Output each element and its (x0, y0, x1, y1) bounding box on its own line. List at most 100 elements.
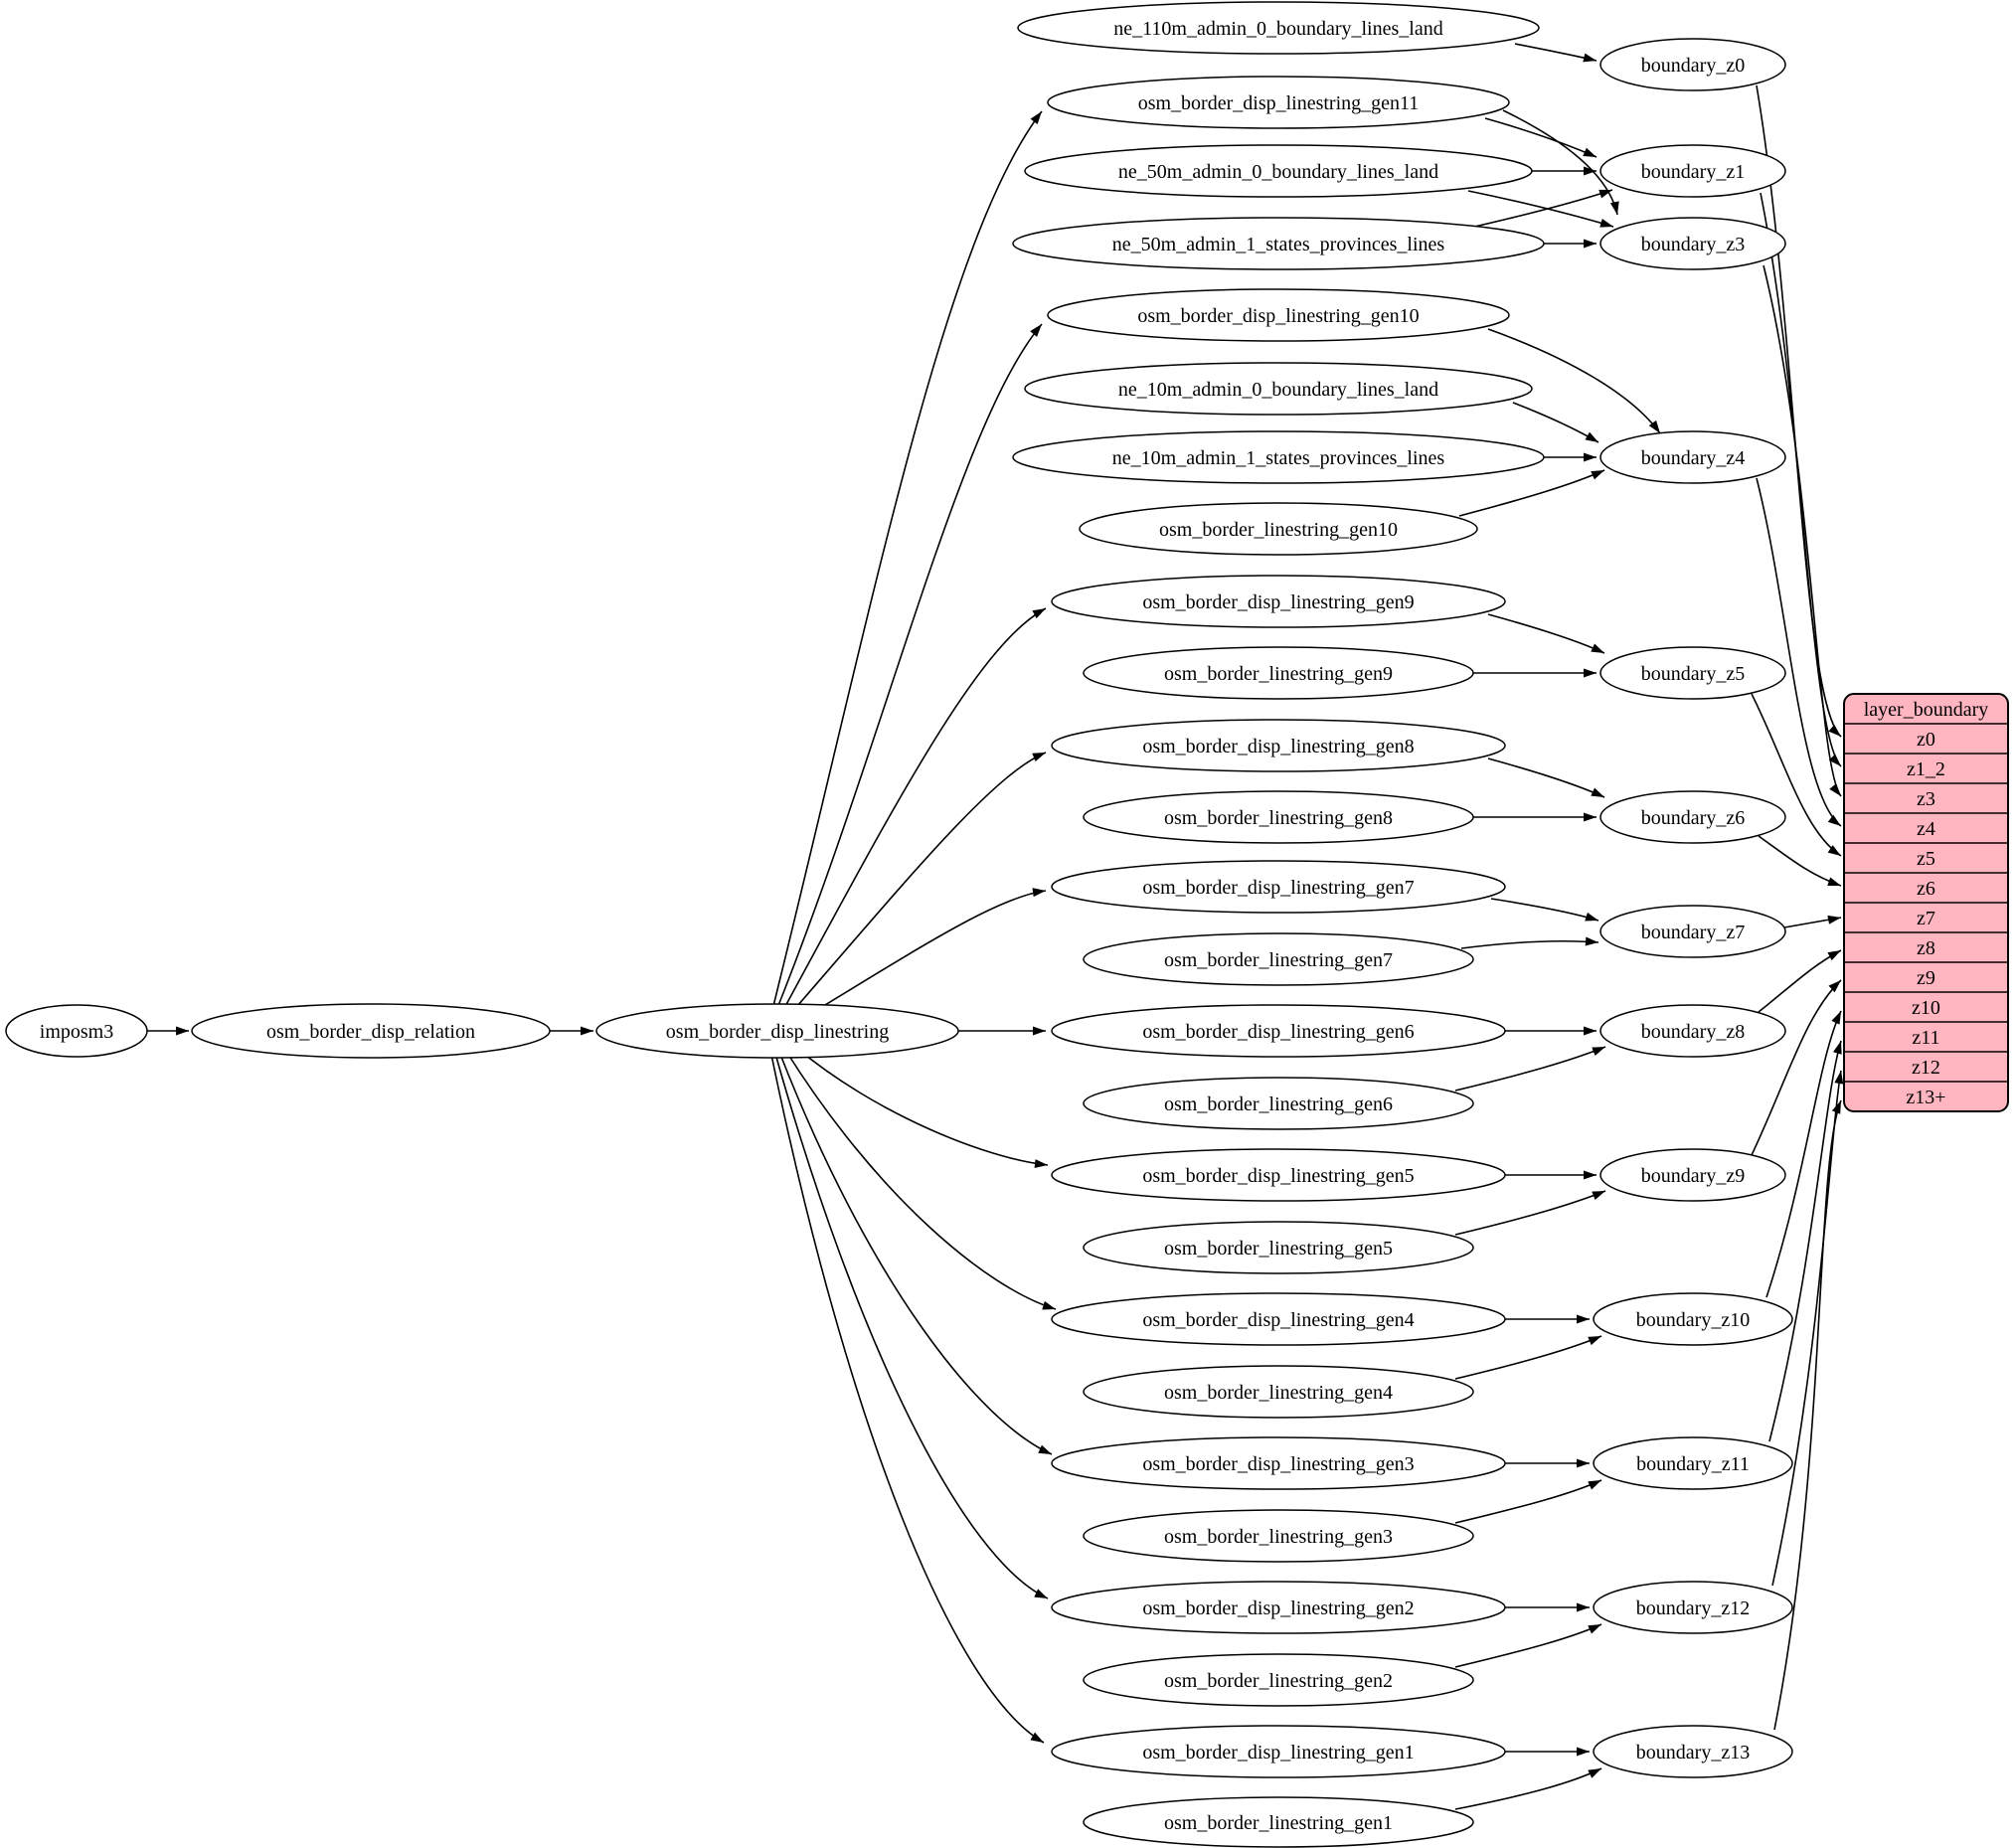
edge-osm_border_disp_linestring_gen5--boundary_z9 (1505, 1170, 1596, 1180)
node-label: osm_border_disp_linestring (666, 1021, 889, 1043)
edge-osm_border_disp_linestring--osm_border_disp_linestring_gen4 (784, 1049, 1057, 1310)
node-label: boundary_z12 (1636, 1597, 1750, 1619)
edge-osm_border_disp_linestring--osm_border_disp_linestring_gen11 (772, 110, 1043, 1007)
node-boundary_z6: boundary_z6 (1599, 790, 1786, 844)
edge-line (794, 1046, 1049, 1166)
node-osm_border_disp_linestring_gen8: osm_border_disp_linestring_gen8 (1051, 719, 1506, 772)
node-ellipse (1024, 362, 1533, 416)
arrowhead-icon (1591, 787, 1604, 797)
node-ne_10m_admin_0_boundary_lines_land: ne_10m_admin_0_boundary_lines_land (1024, 362, 1533, 416)
edge-line (1454, 1767, 1602, 1810)
node-osm_border_linestring_gen9: osm_border_linestring_gen9 (1083, 646, 1474, 700)
edge-boundary_z6--layer_boundary-z6 (1758, 835, 1842, 887)
node-ellipse (1599, 790, 1786, 844)
arrowhead-icon (1583, 53, 1596, 63)
node-osm_border_disp_linestring_gen2: osm_border_disp_linestring_gen2 (1051, 1581, 1506, 1634)
edge-ne_50m_admin_0_boundary_lines_land--boundary_z3 (1467, 190, 1614, 228)
edge-line (1768, 1040, 1842, 1442)
edge-line (1773, 1099, 1842, 1731)
arrowhead-icon (1831, 1100, 1841, 1114)
node-ellipse (1051, 1148, 1506, 1202)
arrowhead-icon (1577, 1747, 1590, 1757)
edge-osm_border_disp_linestring_gen8--boundary_z6 (1487, 757, 1605, 798)
node-ellipse (1083, 1796, 1474, 1848)
edge-ne_50m_admin_1_states_provinces_lines--boundary_z1 (1469, 189, 1613, 229)
edge-line (1760, 192, 1842, 767)
node-ellipse (1599, 144, 1786, 198)
node-label: boundary_z10 (1636, 1309, 1750, 1331)
edge-line (778, 1051, 1053, 1455)
edge-osm_border_linestring_gen3--boundary_z11 (1454, 1479, 1602, 1524)
edge-boundary_z8--layer_boundary-z8 (1758, 949, 1842, 1013)
node-ne_50m_admin_1_states_provinces_lines: ne_50m_admin_1_states_provinces_lines (1012, 217, 1545, 270)
node-ellipse (1017, 1, 1540, 55)
edge-line (790, 752, 1047, 1014)
arrowhead-icon (1032, 608, 1046, 619)
node-boundary_z8: boundary_z8 (1599, 1004, 1786, 1058)
node-ellipse (1599, 217, 1786, 270)
edge-boundary_z13--layer_boundary-z13+ (1773, 1099, 1842, 1731)
node-boundary_z12: boundary_z12 (1593, 1581, 1793, 1634)
edge-line (1487, 328, 1661, 434)
arrowhead-icon (1584, 239, 1596, 249)
edge-osm_border_disp_linestring--osm_border_disp_linestring_gen10 (776, 323, 1043, 1009)
edge-line (1469, 189, 1613, 229)
node-ellipse (1599, 1004, 1786, 1058)
node-ellipse (1079, 502, 1478, 556)
arrowhead-icon (1577, 1314, 1590, 1324)
edge-osm_border_disp_linestring--osm_border_disp_linestring_gen2 (774, 1053, 1049, 1599)
table-row-z7: z7 (1917, 908, 1935, 929)
node-ellipse (1599, 646, 1786, 700)
edge-osm_border_disp_linestring--osm_border_disp_linestring_gen8 (790, 752, 1047, 1014)
node-osm_border_disp_linestring_gen4: osm_border_disp_linestring_gen4 (1051, 1292, 1506, 1346)
node-label: osm_border_disp_linestring_gen9 (1142, 591, 1414, 613)
edge-osm_border_linestring_gen7--boundary_z7 (1460, 936, 1599, 949)
node-osm_border_linestring_gen4: osm_border_linestring_gen4 (1083, 1365, 1474, 1419)
table-row-z11: z11 (1912, 1027, 1939, 1049)
node-ellipse (1051, 1436, 1506, 1490)
arrowhead-icon (1588, 1624, 1601, 1634)
arrowhead-icon (1042, 1300, 1056, 1310)
node-osm_border_linestring_gen7: osm_border_linestring_gen7 (1083, 932, 1474, 986)
node-osm_border_linestring_gen1: osm_border_linestring_gen1 (1083, 1796, 1474, 1848)
node-label: osm_border_disp_linestring_gen10 (1137, 305, 1419, 327)
arrowhead-icon (1588, 1768, 1601, 1778)
edge-osm_border_disp_linestring--osm_border_disp_linestring_gen3 (778, 1051, 1053, 1455)
arrowhead-icon (1591, 643, 1604, 653)
node-ellipse (191, 1003, 551, 1059)
node-osm_border_disp_linestring_gen11: osm_border_disp_linestring_gen11 (1047, 76, 1510, 129)
node-ellipse (1083, 646, 1474, 700)
edge-boundary_z9--layer_boundary-z9 (1751, 979, 1842, 1156)
edge-osm_border_linestring_gen6--boundary_z8 (1454, 1046, 1606, 1092)
node-osm_border_disp_linestring_gen5: osm_border_disp_linestring_gen5 (1051, 1148, 1506, 1202)
edge-osm_border_linestring_gen9--boundary_z5 (1473, 668, 1596, 678)
node-ellipse (1083, 1365, 1474, 1419)
node-ellipse (5, 1004, 148, 1058)
node-ellipse (1083, 1653, 1474, 1707)
node-label: osm_border_linestring_gen3 (1164, 1526, 1393, 1548)
edge-boundary_z10--layer_boundary-z10 (1765, 1010, 1842, 1298)
edge-ne_50m_admin_1_states_provinces_lines--boundary_z3 (1544, 239, 1596, 249)
node-label: osm_border_disp_linestring_gen7 (1142, 877, 1414, 899)
table-row-z9: z9 (1917, 967, 1935, 989)
node-ne_10m_admin_1_states_provinces_lines: ne_10m_admin_1_states_provinces_lines (1012, 430, 1545, 484)
edge-line (1763, 264, 1842, 797)
node-boundary_z4: boundary_z4 (1599, 430, 1786, 484)
table-row-z5: z5 (1917, 848, 1935, 870)
arrowhead-icon (1828, 754, 1841, 766)
node-ellipse (1083, 1221, 1474, 1274)
arrowhead-icon (1599, 218, 1613, 228)
arrowhead-icon (1834, 1071, 1844, 1085)
node-label: boundary_z9 (1641, 1165, 1745, 1187)
node-boundary_z0: boundary_z0 (1599, 38, 1786, 91)
node-boundary_z10: boundary_z10 (1593, 1292, 1793, 1346)
node-osm_border_linestring_gen5: osm_border_linestring_gen5 (1083, 1221, 1474, 1274)
node-label: osm_border_linestring_gen4 (1164, 1382, 1393, 1404)
arrowhead-icon (1588, 1480, 1601, 1490)
node-label: osm_border_disp_linestring_gen11 (1138, 92, 1420, 114)
node-osm_border_disp_linestring_gen10: osm_border_disp_linestring_gen10 (1047, 288, 1510, 342)
node-osm_border_disp_linestring: osm_border_disp_linestring (595, 1003, 959, 1059)
edge-line (772, 110, 1043, 1007)
node-ellipse (1051, 1581, 1506, 1634)
edge-osm_border_disp_linestring_gen2--boundary_z12 (1505, 1602, 1590, 1612)
